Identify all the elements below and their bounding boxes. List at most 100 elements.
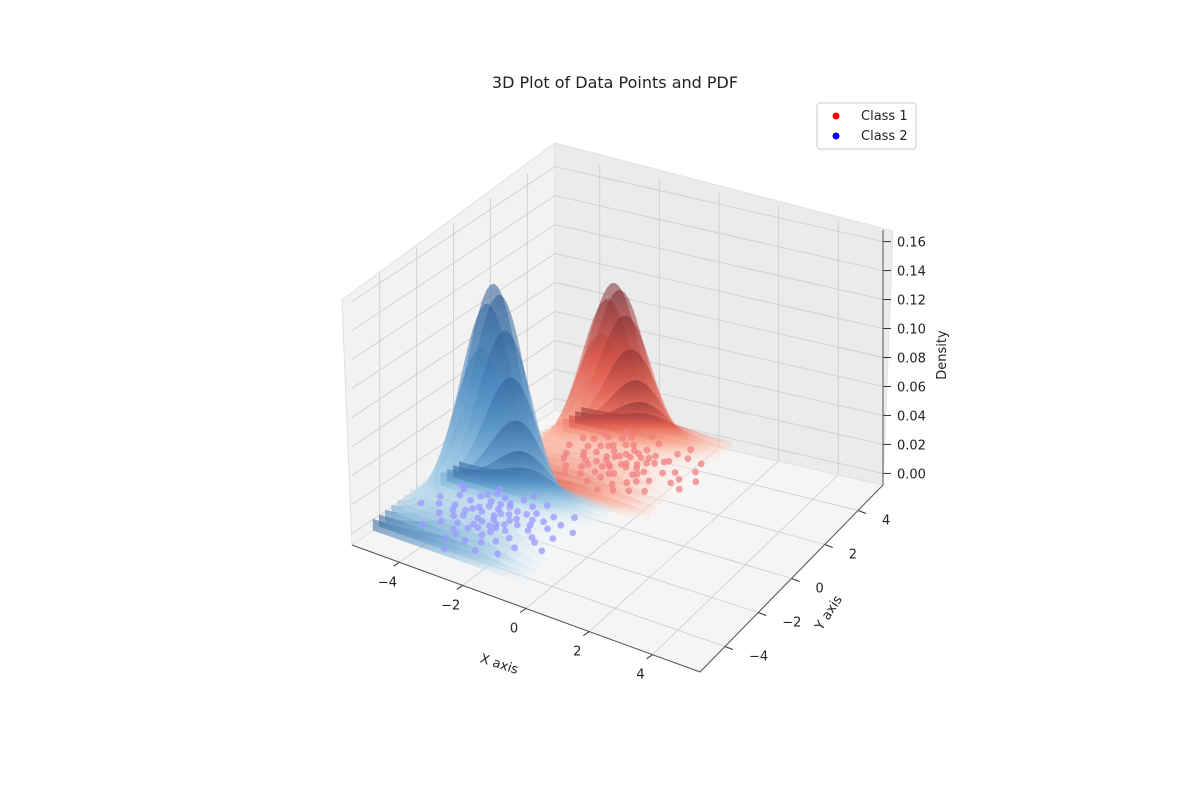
legend-class2-marker [832,132,840,140]
class2-point [507,500,514,507]
class2-point [492,538,500,545]
class1-point [611,453,619,461]
class2-point [437,517,445,525]
class1-point [565,441,573,449]
class1-point [697,460,705,468]
pdf-surface-slice [459,461,614,519]
z-tick-label: 0.04 [897,409,926,424]
class2-point [449,506,457,514]
class2-point [569,529,577,537]
class2-point [450,512,457,519]
class2-point [477,538,485,546]
legend-box [816,102,917,150]
class1-point [652,452,659,460]
class2-point [469,505,476,512]
class2-point [540,518,547,526]
class1-point [590,435,598,443]
class2-point [557,521,565,529]
class2-point [485,502,493,510]
class1-point [633,464,640,472]
z-tick-label: 0.06 [897,380,926,395]
class2-point [478,517,486,525]
class1-point [578,462,585,470]
class1-point [560,454,568,462]
class1-point [651,459,658,467]
z-gridline [351,224,884,360]
x-axis-label: X axis [478,651,520,677]
z-tick-label: 0.10 [897,323,926,338]
class2-point [506,517,514,524]
class1-point [623,429,630,436]
y-tick [791,578,800,582]
class2-point [497,510,505,518]
y-axis-label: Y axis [812,593,846,634]
class2-point [435,509,443,517]
class1-point [625,487,633,495]
class1-point [593,457,600,465]
z-tick-label: 0.16 [897,236,926,251]
class1-point [628,433,636,441]
z-gridline [351,282,884,418]
y-axis-line [699,484,884,673]
class1-point [622,450,630,458]
class2-point [464,524,472,532]
class1-point [655,440,663,448]
class2-point [571,514,578,521]
class2-point [467,496,474,504]
class1-point [622,441,630,449]
class1-point [671,469,679,476]
class2-point [523,511,531,518]
class2-point [419,520,427,528]
class2-point [526,521,534,529]
class2-point [543,502,551,509]
class2-point [458,481,465,488]
x-tick-label: 4 [636,668,644,683]
class2-point [486,522,493,529]
z-gridline [351,368,884,505]
z-tick-label: 0.08 [897,352,926,367]
class2-point [524,527,532,534]
class2-point [478,508,486,515]
y-tick [857,510,867,514]
class1-point [593,448,600,456]
class2-point [514,508,521,515]
class2-point [442,534,449,542]
class1-point [618,435,626,442]
class1-point [684,455,692,462]
class2-point [511,544,518,552]
class1-point [584,442,592,450]
z-tick-label: 0.12 [897,294,926,309]
class1-point [609,486,617,494]
x-tick [646,654,653,660]
class2-point [550,513,558,521]
class2-point [501,527,509,535]
x-gridline [588,460,779,632]
y-tick [758,612,767,616]
x-tick [456,584,464,590]
class1-point [659,469,666,477]
y-tick-label: −2 [782,616,801,631]
class1-point [597,442,605,450]
y-tick-label: −4 [749,650,768,665]
x-tick-label: 2 [573,645,581,660]
class1-point [582,456,590,464]
class1-point [630,441,638,449]
class1-point [641,487,648,495]
z-gridline [351,195,884,331]
class1-point [633,470,641,478]
pdf-surface-slice [581,407,732,454]
class2-point [513,515,520,523]
class1-point [602,456,610,464]
class2-point [417,499,425,507]
legend: Class 1 Class 2 [816,102,917,150]
axes: −4 −2 0 2 4 −4 −2 0 2 4 0.00 0.02 0.04 0.06 0.08 0.10 0.… [351,230,926,683]
class1-point [610,447,618,455]
class2-point [436,492,444,500]
class2-point [460,511,467,519]
class1-point [675,485,683,493]
x-tick [519,608,527,613]
class1-point [643,446,651,454]
class2-point [501,521,508,528]
